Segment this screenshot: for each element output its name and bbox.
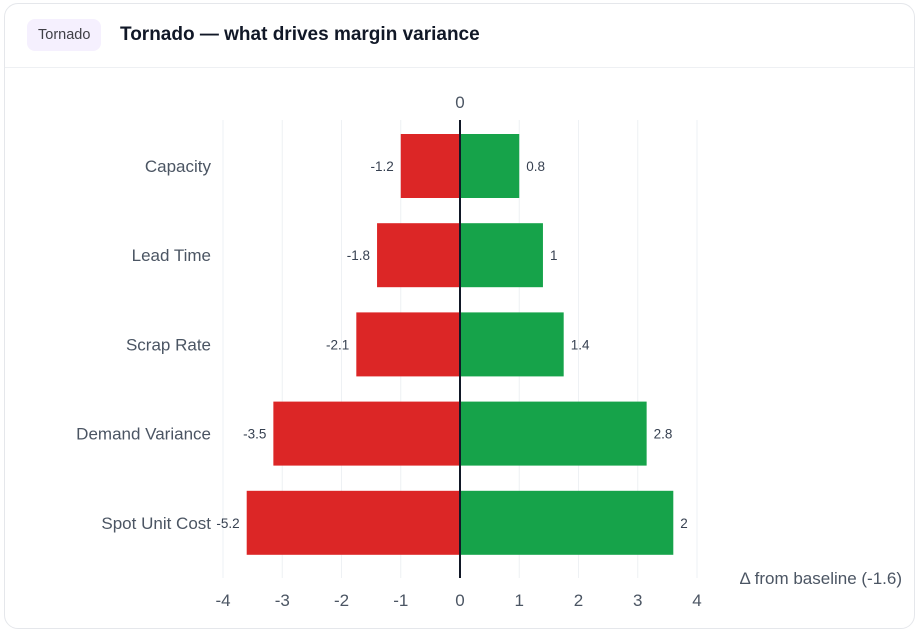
bars (246, 134, 674, 555)
zero-top-label: 0 (455, 93, 464, 112)
category-label: Capacity (145, 157, 212, 176)
bar-high (460, 223, 543, 288)
x-tick-labels: -4 -3 -2 -1 0 1 2 3 4 (215, 591, 701, 610)
x-axis-title: Δ from baseline (-1.6) (739, 569, 902, 588)
bar-low (377, 223, 460, 288)
value-label-high: 0.8 (526, 159, 545, 174)
value-label-high: 1 (550, 248, 558, 263)
bar-low (246, 490, 460, 555)
bar-high (460, 401, 647, 466)
chart-title: Tornado — what drives margin variance (120, 24, 480, 45)
value-labels: -1.2 0.8 -1.8 1 -2.1 1.4 -3.5 2.8 -5.2 2 (216, 159, 687, 531)
category-label: Scrap Rate (126, 335, 211, 354)
bar-low (400, 134, 460, 198)
bar-low (356, 312, 460, 377)
value-label-high: 2.8 (654, 427, 673, 442)
x-tick-label: 2 (574, 591, 583, 610)
x-tick-label: -1 (393, 591, 408, 610)
value-label-high: 2 (680, 516, 688, 531)
category-label: Spot Unit Cost (101, 514, 211, 533)
card-header: Tornado Tornado — what drives margin var… (5, 4, 914, 68)
x-tick-label: 0 (455, 591, 464, 610)
x-tick-label: -2 (334, 591, 349, 610)
x-tick-label: 3 (633, 591, 642, 610)
x-tick-label: 4 (692, 591, 701, 610)
value-label-low: -2.1 (326, 337, 349, 352)
x-tick-label: -4 (215, 591, 230, 610)
category-labels: Capacity Lead Time Scrap Rate Demand Varian… (76, 157, 211, 533)
bar-high (460, 134, 520, 198)
bar-high (460, 312, 564, 377)
bar-high (460, 490, 674, 555)
value-label-low: -1.2 (370, 159, 393, 174)
value-label-low: -1.8 (347, 248, 370, 263)
chart-type-badge: Tornado (27, 19, 102, 51)
value-label-low: -3.5 (243, 427, 266, 442)
value-label-low: -5.2 (216, 516, 239, 531)
category-label: Lead Time (132, 246, 211, 265)
bar-low (273, 401, 460, 466)
value-label-high: 1.4 (571, 337, 590, 352)
category-label: Demand Variance (76, 425, 211, 444)
x-tick-label: -3 (275, 591, 290, 610)
x-tick-label: 1 (515, 591, 524, 610)
